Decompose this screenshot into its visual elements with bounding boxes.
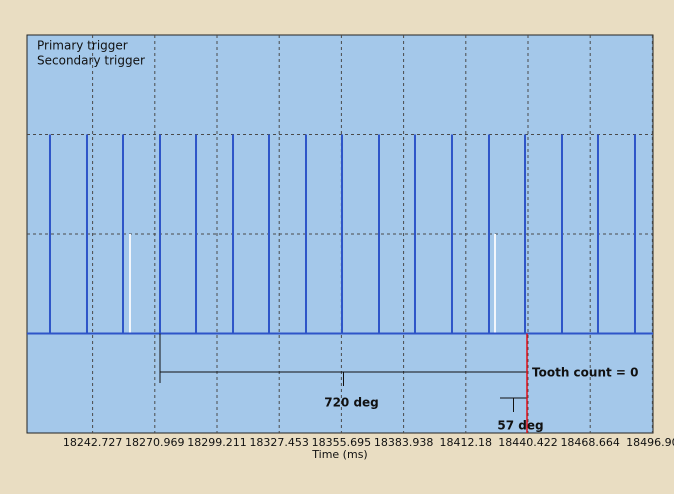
legend-entry: Primary trigger: [37, 39, 128, 53]
x-tick-label: 18242.727: [63, 436, 123, 449]
annotation: 57 deg: [497, 419, 543, 433]
x-tick-label: 18412.18: [440, 436, 493, 449]
x-tick-label: 18383.938: [374, 436, 434, 449]
x-tick-label: 18270.969: [125, 436, 185, 449]
x-tick-label: 18355.695: [312, 436, 372, 449]
x-tick-label: 18468.664: [560, 436, 620, 449]
x-tick-label: 18440.422: [498, 436, 558, 449]
x-tick-label: 18496.90: [626, 436, 674, 449]
legend-entry: Secondary trigger: [37, 54, 145, 68]
x-tick-label: 18299.211: [187, 436, 247, 449]
annotation: 720 deg: [324, 396, 379, 410]
x-axis-label: Time (ms): [311, 448, 367, 461]
x-tick-label: 18327.453: [249, 436, 309, 449]
annotation: Tooth count = 0: [532, 366, 638, 380]
